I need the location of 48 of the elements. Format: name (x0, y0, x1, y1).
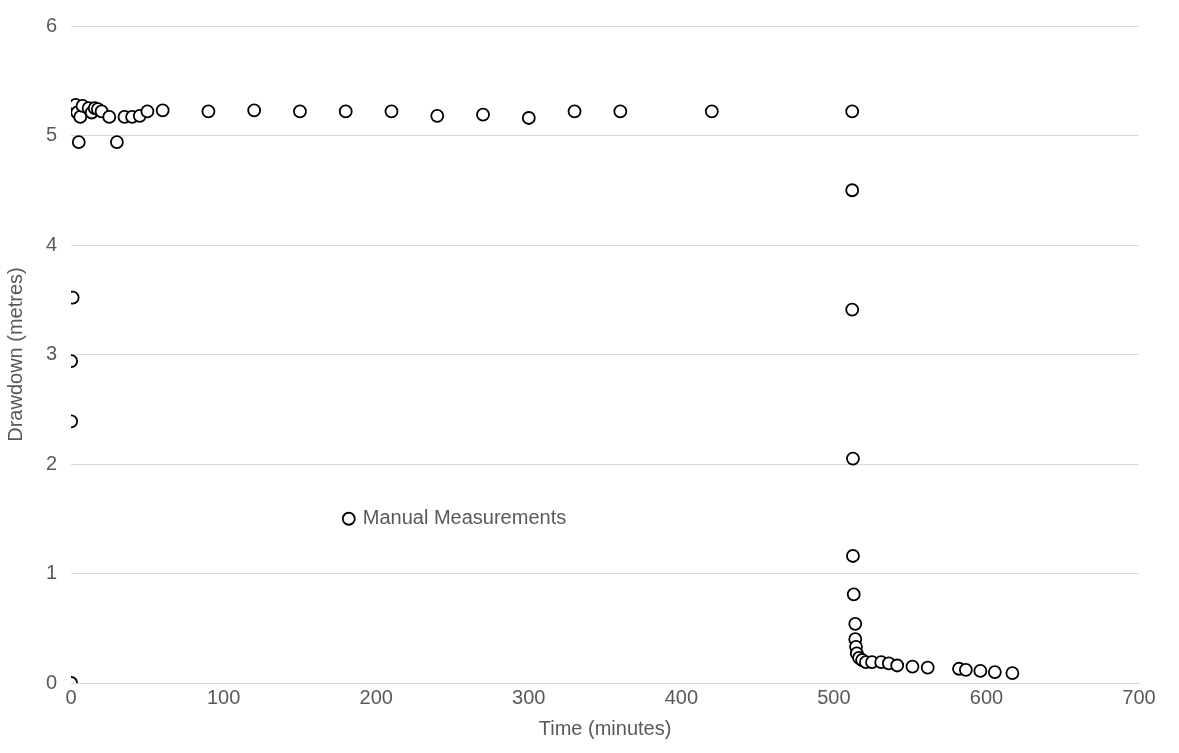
point (338, 104, 353, 119)
x-tick-label: 500 (817, 685, 851, 708)
legend-label: Manual Measurements (362, 506, 567, 529)
point (247, 103, 262, 118)
point (846, 587, 861, 602)
x-tick-label: 300 (512, 685, 546, 708)
point (848, 616, 863, 631)
y-tick-label: 2 (46, 451, 58, 474)
point (905, 659, 920, 674)
point (846, 451, 860, 466)
point (567, 104, 582, 119)
x-tick-label: 200 (359, 685, 393, 708)
point (201, 104, 216, 119)
point (71, 135, 86, 149)
point (846, 549, 860, 563)
point (845, 104, 860, 119)
point (140, 104, 155, 119)
point (958, 662, 973, 677)
y-tick-label: 1 (46, 561, 58, 584)
y-axis-title: Drawdown (metres) (3, 267, 26, 442)
point (102, 109, 117, 124)
point (704, 104, 719, 119)
y-tick-label: 3 (46, 342, 58, 365)
x-tick-label: 400 (664, 685, 699, 708)
y-tick-label: 4 (46, 232, 58, 255)
y-tick-label: 0 (46, 670, 58, 693)
point (845, 302, 860, 317)
point (920, 660, 935, 675)
point (987, 665, 1002, 679)
point (521, 111, 536, 125)
point (845, 183, 860, 198)
x-tick-label: 700 (1122, 685, 1156, 708)
point (155, 103, 170, 118)
point (384, 104, 399, 119)
point (890, 658, 905, 673)
y-tick-label: 6 (46, 13, 58, 36)
point (613, 104, 628, 119)
x-axis-title: Time (minutes) (538, 716, 672, 739)
point (109, 135, 124, 149)
point (476, 107, 490, 122)
point (973, 664, 988, 678)
point (293, 104, 307, 119)
point (1005, 666, 1020, 681)
x-tick-label: 600 (969, 685, 1004, 708)
x-tick-label: 0 (65, 685, 77, 708)
x-tick-label: 100 (206, 685, 241, 708)
y-tick-label: 5 (46, 123, 58, 146)
point (430, 108, 445, 123)
